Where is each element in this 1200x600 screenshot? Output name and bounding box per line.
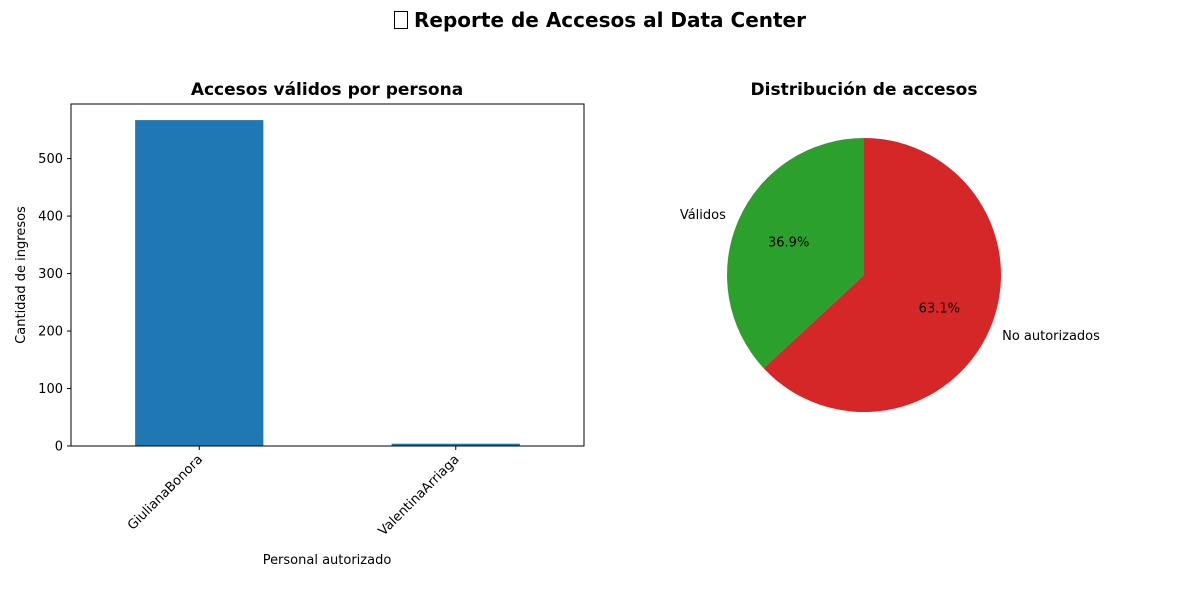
pie-chart: Distribución de accesos 36.9% Válidos 63.1…: [680, 80, 1100, 412]
x-tick-label: ValentinaArriaga: [376, 452, 463, 539]
missing-glyph-icon: [394, 11, 408, 29]
bar-GiulianaBonora: [135, 120, 264, 446]
bar-chart-title: Accesos válidos por persona: [191, 80, 463, 100]
pie-slice-0: [726, 138, 864, 369]
y-tick-label: 500: [38, 152, 63, 167]
bar-ValentinaArriaga: [391, 443, 520, 446]
bar-group: [135, 120, 520, 446]
y-axis-label: Cantidad de ingresos: [14, 206, 29, 344]
y-tick-label: 0: [55, 440, 63, 455]
pie-pct-label: 63.1%: [919, 301, 960, 316]
bar-chart: Accesos válidos por persona 0 100 200 300 40…: [14, 80, 585, 568]
pie-pct-label: 36.9%: [768, 236, 809, 251]
pie-slice-1: [763, 137, 1001, 412]
pie-labels: 36.9% Válidos 63.1% No autorizados: [680, 208, 1100, 344]
y-axis-ticks: 0 100 200 300 400 500: [38, 152, 71, 455]
figure-title: Reporte de Accesos al Data Center: [0, 8, 1200, 32]
pie-category-label: Válidos: [680, 208, 726, 223]
pie-category-label: No autorizados: [1002, 329, 1100, 344]
pie-slices: [726, 137, 1001, 412]
y-tick-label: 200: [38, 325, 63, 340]
y-tick-label: 100: [38, 382, 63, 397]
x-tick-label: GiulianaBonora: [125, 452, 206, 533]
pie-chart-title: Distribución de accesos: [751, 80, 978, 100]
y-tick-label: 300: [38, 267, 63, 282]
y-tick-label: 400: [38, 210, 63, 225]
x-axis-label: Personal autorizado: [263, 553, 392, 568]
bar-chart-frame: [70, 103, 585, 447]
figure-title-text: Reporte de Accesos al Data Center: [414, 8, 806, 32]
x-axis-ticks: GiulianaBonora ValentinaArriaga: [125, 446, 463, 539]
